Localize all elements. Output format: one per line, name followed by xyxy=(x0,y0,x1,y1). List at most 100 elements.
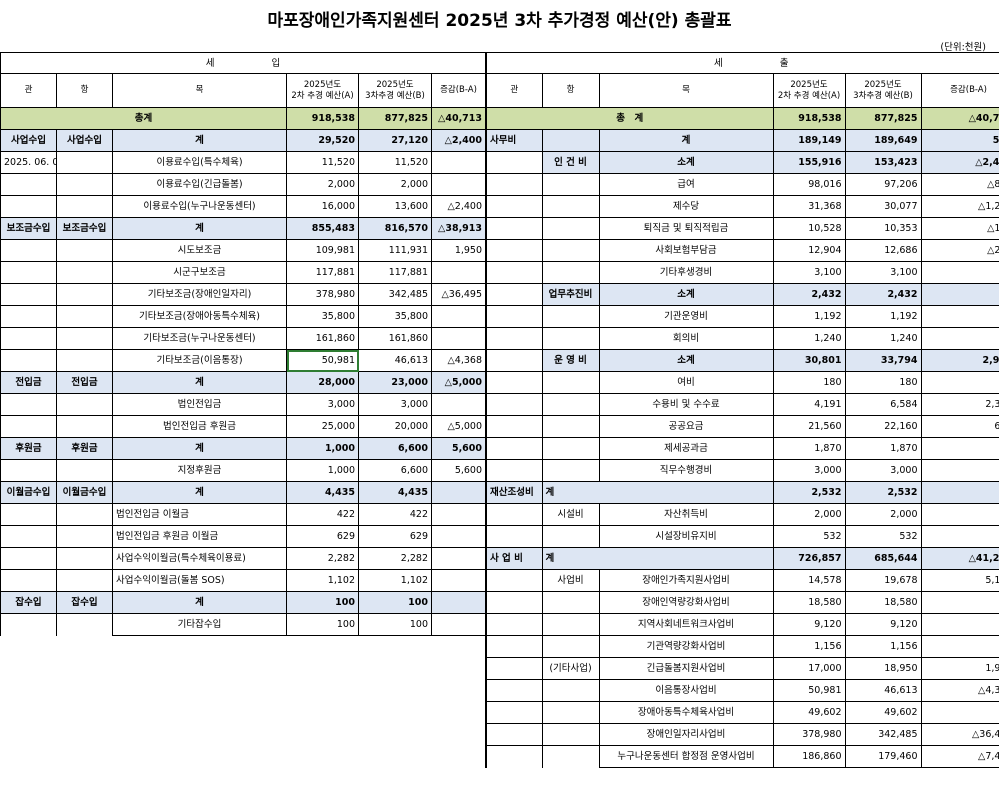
total-prev[interactable]: 918,538 xyxy=(772,107,846,130)
cell-curr[interactable]: 422 xyxy=(358,503,432,526)
cell-gwan[interactable] xyxy=(485,349,543,372)
cell-prev[interactable]: 30,801 xyxy=(772,349,846,372)
cell-gwan[interactable] xyxy=(485,327,543,350)
cell-prev[interactable]: 378,980 xyxy=(286,283,359,306)
cell-mok[interactable]: 장애인가족지원사업비 xyxy=(598,569,774,592)
column-header-prev[interactable]: 2025년도 2차 추경 예산(A) xyxy=(772,73,846,108)
cell-gwan[interactable] xyxy=(0,613,57,636)
cell-hang[interactable] xyxy=(56,547,113,570)
cell-diff[interactable]: 1,950 xyxy=(920,657,999,680)
cell-mok[interactable]: 계 xyxy=(112,591,287,614)
cell-diff[interactable] xyxy=(430,151,487,174)
cell-mok[interactable]: 기타보조금(누구나운동센터) xyxy=(112,327,287,350)
cell-prev[interactable]: 25,000 xyxy=(286,415,359,438)
cell-gwan[interactable] xyxy=(0,327,57,350)
cell-curr[interactable]: 4,435 xyxy=(358,481,432,504)
cell-mok[interactable]: 자산취득비 xyxy=(598,503,774,526)
cell-diff[interactable] xyxy=(920,261,999,284)
cell-gwan[interactable]: 전입금 xyxy=(0,371,57,394)
cell-prev[interactable]: 2,000 xyxy=(772,503,846,526)
cell-curr[interactable]: 816,570 xyxy=(358,217,432,240)
cell-diff[interactable] xyxy=(430,569,487,592)
cell-curr[interactable]: 1,240 xyxy=(844,327,922,350)
cell-diff[interactable]: △175 xyxy=(920,217,999,240)
column-header-mok[interactable]: 목 xyxy=(112,73,287,108)
cell-prev[interactable]: 31,368 xyxy=(772,195,846,218)
cell-gwan[interactable] xyxy=(0,195,57,218)
cell-hang[interactable] xyxy=(541,591,600,614)
cell-prev[interactable]: 4,435 xyxy=(286,481,359,504)
cell-mok[interactable]: 지역사회네트워크사업비 xyxy=(598,613,774,636)
cell-gwan[interactable]: 재산조성비 xyxy=(485,481,543,504)
cell-curr[interactable]: 13,600 xyxy=(358,195,432,218)
cell-diff[interactable]: 500 xyxy=(920,129,999,152)
cell-hang[interactable]: 이월금수입 xyxy=(56,481,113,504)
cell-prev[interactable]: 14,578 xyxy=(772,569,846,592)
cell-prev[interactable]: 1,102 xyxy=(286,569,359,592)
cell-prev[interactable]: 1,000 xyxy=(286,437,359,460)
cell-diff[interactable]: △7,400 xyxy=(920,745,999,768)
cell-gwan[interactable] xyxy=(485,151,543,174)
cell-hang[interactable] xyxy=(56,503,113,526)
cell-gwan[interactable]: 사업수입 xyxy=(0,129,57,152)
cell-hang[interactable] xyxy=(541,327,600,350)
cell-mok[interactable]: 소계 xyxy=(598,283,774,306)
column-header-gwan[interactable]: 관 xyxy=(485,73,543,108)
cell-curr[interactable]: 33,794 xyxy=(844,349,922,372)
cell-hang[interactable]: 잡수입 xyxy=(56,591,113,614)
cell-curr[interactable]: 100 xyxy=(358,591,432,614)
cell-hang[interactable] xyxy=(541,393,600,416)
cell-prev[interactable]: 35,800 xyxy=(286,305,359,328)
cell-hang[interactable]: 사업비 xyxy=(541,569,600,592)
cell-prev[interactable]: 3,000 xyxy=(772,459,846,482)
cell-mok[interactable]: 계 xyxy=(112,481,287,504)
cell-hang[interactable] xyxy=(56,327,113,350)
cell-diff[interactable]: △2,400 xyxy=(430,129,487,152)
cell-curr[interactable]: 18,950 xyxy=(844,657,922,680)
cell-prev[interactable]: 12,904 xyxy=(772,239,846,262)
cell-hang[interactable] xyxy=(56,239,113,262)
cell-diff[interactable]: 5,600 xyxy=(430,437,487,460)
cell-diff[interactable] xyxy=(920,481,999,504)
cell-diff[interactable]: △2,493 xyxy=(920,151,999,174)
cell-prev[interactable]: 378,980 xyxy=(772,723,846,746)
cell-diff[interactable]: △4,368 xyxy=(430,349,487,372)
cell-gwan[interactable]: 후원금 xyxy=(0,437,57,460)
cell-mok[interactable]: 소계 xyxy=(598,349,774,372)
cell-hang[interactable]: 인 건 비 xyxy=(541,151,600,174)
total-label[interactable]: 총 계 xyxy=(485,107,774,130)
cell-diff[interactable]: △5,000 xyxy=(430,415,487,438)
cell-diff[interactable]: △218 xyxy=(920,239,999,262)
expense-section-label[interactable]: 세 출 xyxy=(485,52,999,74)
cell-mok[interactable]: 시도보조금 xyxy=(112,239,287,262)
cell-diff[interactable]: △2,400 xyxy=(430,195,487,218)
cell-mok[interactable]: 기타후생경비 xyxy=(598,261,774,284)
cell-mok[interactable]: 장애인역량강화사업비 xyxy=(598,591,774,614)
cell-hang[interactable] xyxy=(56,261,113,284)
cell-prev[interactable]: 629 xyxy=(286,525,359,548)
cell-gwan[interactable] xyxy=(0,503,57,526)
cell-diff[interactable] xyxy=(430,305,487,328)
cell-prev[interactable]: 4,191 xyxy=(772,393,846,416)
total-label[interactable]: 총계 xyxy=(0,107,287,130)
cell-mok[interactable]: 법인전입금 후원금 xyxy=(112,415,287,438)
cell-curr[interactable]: 100 xyxy=(358,613,432,636)
cell-gwan[interactable] xyxy=(485,591,543,614)
cell-hang[interactable] xyxy=(541,217,600,240)
cell-hang[interactable] xyxy=(56,569,113,592)
cell-prev[interactable]: 29,520 xyxy=(286,129,359,152)
cell-prev[interactable]: 10,528 xyxy=(772,217,846,240)
cell-diff[interactable]: △1,291 xyxy=(920,195,999,218)
cell-diff[interactable]: △810 xyxy=(920,173,999,196)
cell-mok[interactable]: 시군구보조금 xyxy=(112,261,287,284)
cell-curr[interactable]: 2,000 xyxy=(358,173,432,196)
cell-gwan[interactable] xyxy=(485,305,543,328)
cell-mok[interactable]: 소계 xyxy=(598,151,774,174)
cell-diff[interactable] xyxy=(430,613,487,636)
cell-diff[interactable] xyxy=(920,437,999,460)
cell-curr[interactable]: 20,000 xyxy=(358,415,432,438)
cell-curr[interactable]: 9,120 xyxy=(844,613,922,636)
cell-hang[interactable]: 업무추진비 xyxy=(541,283,600,306)
cell-mok[interactable]: 퇴직금 및 퇴직적립금 xyxy=(598,217,774,240)
cell-hang[interactable] xyxy=(56,393,113,416)
